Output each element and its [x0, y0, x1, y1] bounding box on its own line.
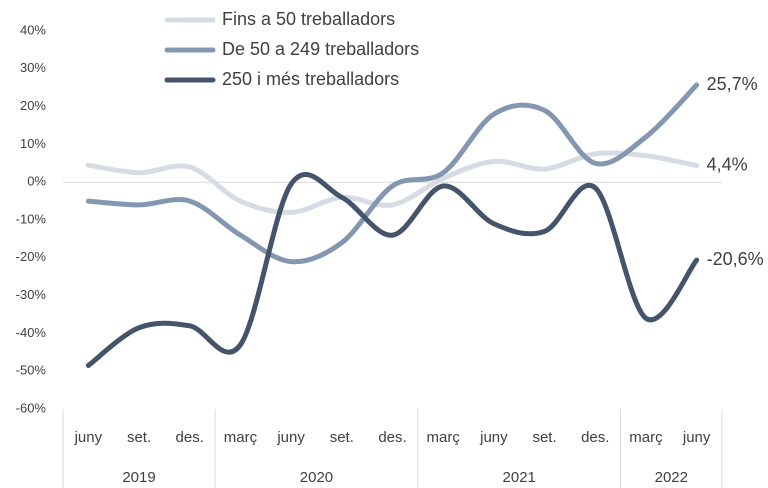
x-tick-label: juny — [74, 429, 103, 446]
x-tick-label: des. — [378, 429, 406, 446]
y-tick-label: 10% — [20, 136, 46, 151]
y-tick-label: -60% — [16, 400, 47, 415]
x-tick-label: juny — [479, 429, 508, 446]
y-tick-label: 0% — [27, 174, 46, 189]
y-tick-label: -40% — [16, 325, 47, 340]
data-label: 4,4% — [707, 154, 748, 174]
legend-label: 250 i més treballadors — [222, 69, 399, 89]
x-tick-label: març — [224, 429, 258, 446]
year-label: 2021 — [503, 469, 536, 486]
year-label: 2022 — [655, 469, 688, 486]
legend-label: Fins a 50 treballadors — [222, 9, 395, 29]
x-tick-label: des. — [581, 429, 609, 446]
y-tick-label: -50% — [16, 363, 47, 378]
x-tick-label: juny — [682, 429, 711, 446]
year-label: 2019 — [122, 469, 155, 486]
x-tick-label: juny — [276, 429, 305, 446]
y-tick-label: 40% — [20, 22, 46, 37]
x-tick-label: març — [629, 429, 663, 446]
y-tick-label: 20% — [20, 98, 46, 113]
y-tick-label: -20% — [16, 249, 47, 264]
y-tick-label: -10% — [16, 211, 47, 226]
x-tick-label: set. — [127, 429, 151, 446]
x-tick-label: set. — [330, 429, 354, 446]
series-line — [85, 82, 700, 265]
data-label: -20,6% — [707, 249, 764, 269]
x-tick-label: set. — [532, 429, 556, 446]
series-line — [85, 172, 700, 369]
x-tick-label: març — [427, 429, 461, 446]
x-tick-label: des. — [176, 429, 204, 446]
series-line — [85, 150, 700, 215]
data-label: 25,7% — [707, 74, 758, 94]
year-label: 2020 — [300, 469, 333, 486]
y-tick-label: -30% — [16, 287, 47, 302]
y-tick-label: 30% — [20, 60, 46, 75]
legend-label: De 50 a 249 treballadors — [222, 39, 419, 59]
